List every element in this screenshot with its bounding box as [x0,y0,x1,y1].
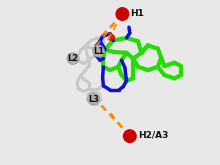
Text: H1: H1 [130,9,144,18]
Text: L2: L2 [67,54,79,63]
Circle shape [88,93,99,105]
Circle shape [124,130,136,142]
Text: L3: L3 [88,95,99,103]
Text: H2/A3: H2/A3 [138,131,169,140]
Circle shape [93,45,104,57]
Text: L1: L1 [93,47,104,56]
Circle shape [67,53,79,65]
Circle shape [116,8,129,20]
